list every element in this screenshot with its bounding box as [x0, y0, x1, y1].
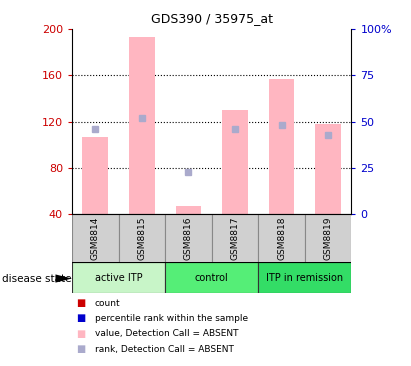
Bar: [165, 262, 258, 293]
Bar: [222, 110, 248, 214]
Bar: [175, 206, 201, 214]
Text: ■: ■: [76, 298, 85, 308]
Bar: [82, 137, 108, 214]
Text: ITP in remission: ITP in remission: [266, 273, 343, 283]
Text: GSM8819: GSM8819: [323, 217, 332, 260]
Bar: [129, 37, 155, 214]
Bar: [118, 214, 165, 262]
Bar: [305, 214, 351, 262]
Bar: [315, 124, 341, 214]
Bar: [72, 262, 165, 293]
Text: GSM8814: GSM8814: [91, 217, 100, 260]
Text: GSM8817: GSM8817: [231, 217, 240, 260]
Text: percentile rank within the sample: percentile rank within the sample: [95, 314, 248, 323]
Bar: [165, 214, 212, 262]
Bar: [212, 214, 258, 262]
Text: ■: ■: [76, 329, 85, 339]
Text: GSM8818: GSM8818: [277, 217, 286, 260]
Text: ■: ■: [76, 344, 85, 354]
Text: count: count: [95, 299, 120, 307]
Bar: [269, 79, 294, 214]
Text: control: control: [195, 273, 229, 283]
Polygon shape: [55, 274, 72, 283]
Bar: [258, 214, 305, 262]
Text: GSM8816: GSM8816: [184, 217, 193, 260]
Text: GSM8815: GSM8815: [137, 217, 146, 260]
Text: value, Detection Call = ABSENT: value, Detection Call = ABSENT: [95, 329, 238, 338]
Text: disease state: disease state: [2, 274, 72, 284]
Bar: [72, 214, 118, 262]
Text: rank, Detection Call = ABSENT: rank, Detection Call = ABSENT: [95, 345, 233, 354]
Title: GDS390 / 35975_at: GDS390 / 35975_at: [151, 12, 272, 25]
Text: ■: ■: [76, 313, 85, 324]
Text: active ITP: active ITP: [95, 273, 142, 283]
Bar: [258, 262, 351, 293]
